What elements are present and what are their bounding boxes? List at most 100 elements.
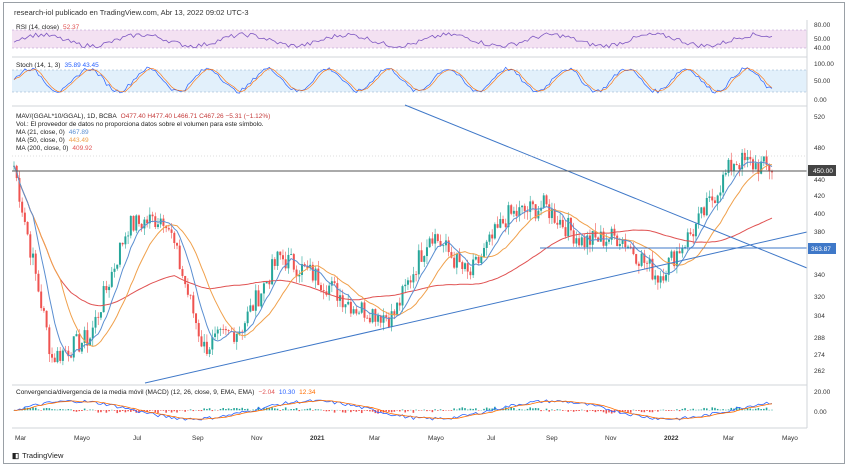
candle [341, 295, 344, 308]
macd-bar [640, 410, 643, 413]
macd-bar [638, 410, 640, 411]
macd-bar [34, 407, 37, 411]
ma50-legend: MA (50, close, 0) 443.49 [16, 137, 89, 144]
candle [99, 312, 102, 318]
candle [727, 159, 730, 173]
macd-bar [241, 407, 244, 411]
candle [450, 252, 453, 258]
candle [396, 302, 399, 316]
candle [317, 268, 320, 286]
ascending-trendline[interactable] [144, 231, 808, 384]
macd-bar [363, 410, 366, 411]
macd-bar [586, 410, 589, 413]
candle [493, 224, 496, 239]
macd-bar [741, 409, 743, 411]
macd-bar [371, 410, 374, 412]
candle [621, 239, 624, 244]
candle [586, 235, 589, 248]
candle [504, 223, 507, 228]
macd-bar [89, 409, 91, 411]
candle [292, 254, 295, 270]
candle [591, 231, 594, 245]
macd-bar [211, 410, 214, 412]
macd-bar [412, 410, 415, 413]
candle [751, 159, 754, 170]
candle [662, 276, 665, 281]
macd-bar [48, 408, 51, 411]
candle [26, 221, 29, 235]
candle [436, 234, 439, 241]
candle [290, 254, 293, 255]
candle [352, 309, 355, 314]
candle [167, 228, 170, 230]
candle [713, 200, 716, 203]
macd-bar [572, 410, 575, 412]
candle [515, 210, 518, 216]
macd-bar [81, 410, 83, 412]
ytick-288: 288 [814, 335, 825, 342]
macd-bar [404, 410, 407, 413]
macd-bar [113, 410, 116, 411]
symbol-legend: MAV/(GGAL*10/GGAL), 1D, BCBA O477.40 H477… [16, 113, 270, 120]
macd-bar [268, 407, 271, 411]
candle [689, 232, 692, 235]
candle [40, 291, 43, 309]
descending-trendline[interactable] [404, 104, 808, 269]
candle [56, 350, 59, 363]
macd-bar [540, 410, 542, 412]
macd-bar [771, 409, 773, 411]
stoch-tick-50: 50.00 [814, 78, 831, 85]
candle [575, 238, 578, 244]
macd-bar [727, 409, 730, 411]
macd-bar [534, 408, 537, 411]
candle [333, 281, 336, 284]
candle [754, 163, 757, 170]
macd-bar [746, 408, 749, 411]
macd-bar [439, 409, 442, 411]
candle [314, 268, 317, 281]
macd-bar [551, 409, 553, 411]
macd-value-3: 12.34 [299, 389, 316, 396]
macd-bar [208, 408, 211, 411]
macd-bar [553, 410, 556, 411]
candle [428, 238, 431, 248]
candle [583, 237, 586, 248]
candle [219, 329, 222, 330]
candle [627, 246, 630, 248]
candle [45, 310, 48, 328]
macd-bar [352, 410, 355, 411]
tradingview-logo[interactable]: ◧ TradingView [12, 451, 63, 460]
macd-bar [257, 406, 260, 411]
candle [42, 308, 45, 311]
xtick-Jul: Jul [133, 435, 142, 442]
candle [170, 229, 173, 233]
candle [434, 234, 437, 244]
candle [523, 205, 526, 212]
candle [716, 195, 719, 203]
macd-bar [714, 407, 716, 411]
macd-value-2: 10.30 [278, 389, 296, 396]
macd-bar [157, 410, 159, 414]
macd-bar [121, 410, 124, 411]
symbol-label[interactable]: MAV/(GGAL*10/GGAL), 1D, BCBA [16, 113, 117, 120]
candle [518, 207, 521, 216]
rsi-tick-40: 40.00 [814, 45, 831, 52]
macd-value-1: −2.04 [258, 389, 275, 396]
macd-bar [282, 409, 284, 411]
candle [703, 207, 706, 216]
macd-bar [146, 410, 148, 413]
candle [724, 172, 727, 175]
candle [246, 311, 249, 324]
candle [208, 349, 211, 354]
ma21-line [13, 161, 773, 357]
macd-bar [390, 410, 393, 413]
macd-bar [426, 410, 428, 412]
macd-bar [235, 408, 238, 411]
candle [222, 329, 225, 330]
candle [162, 218, 165, 226]
macd-bar [168, 410, 170, 411]
macd-bar [760, 409, 762, 411]
macd-bar [149, 410, 151, 411]
candle [94, 316, 97, 328]
